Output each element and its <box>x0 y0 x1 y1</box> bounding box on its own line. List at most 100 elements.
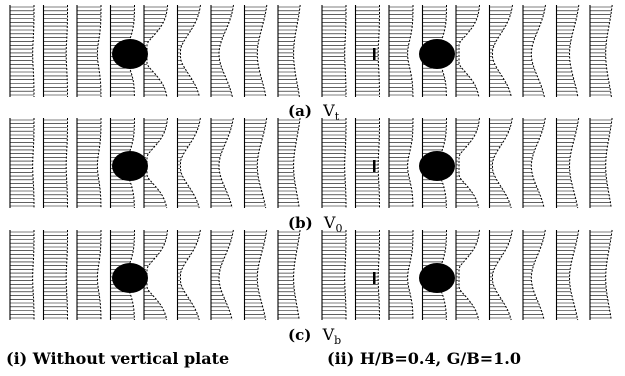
panel-b-ii <box>321 117 613 209</box>
profile-curve <box>218 229 234 321</box>
cylinder <box>419 151 455 181</box>
row-label-a: (a) Vt <box>288 101 339 123</box>
velocity-profile <box>522 229 546 321</box>
row-variable: V0 <box>323 213 343 236</box>
profile-curve <box>344 5 347 97</box>
profile-curve <box>96 230 102 321</box>
velocity-profile <box>176 229 201 321</box>
velocity-profile <box>488 117 513 209</box>
velocity-profile <box>176 4 201 98</box>
profile-curve <box>32 5 35 97</box>
profile-curve <box>530 117 546 209</box>
row-letter: (b) <box>288 214 313 232</box>
velocity-profile <box>321 5 347 97</box>
cylinder <box>419 263 455 293</box>
velocity-profile <box>522 117 546 209</box>
velocity-profile <box>243 229 268 321</box>
profile-curve <box>65 5 68 97</box>
profile-curve <box>96 5 102 98</box>
profile-curve <box>218 117 234 209</box>
row-variable: Vt <box>323 101 340 124</box>
cylinder <box>112 263 148 293</box>
vertical-plate <box>373 272 376 284</box>
velocity-profile <box>42 5 68 97</box>
velocity-profile <box>455 4 480 98</box>
panel-a-ii <box>321 4 613 98</box>
cylinder <box>112 39 148 69</box>
profile-curve <box>605 229 613 321</box>
velocity-profile <box>354 230 380 320</box>
velocity-profile <box>210 229 234 321</box>
profile-curve <box>180 229 201 321</box>
profile-curve <box>377 230 380 320</box>
profile-curve <box>32 230 35 320</box>
profile-curve <box>568 4 580 98</box>
velocity-profile <box>388 5 414 98</box>
row-letter: (a) <box>288 102 312 120</box>
profile-curve <box>530 229 546 321</box>
profile-curve <box>530 4 546 98</box>
velocity-profile <box>555 229 580 321</box>
profile-curve <box>458 4 480 98</box>
vertical-plate <box>373 48 376 60</box>
profile-curve <box>32 118 35 208</box>
profile-curve <box>407 230 414 320</box>
profile-curve <box>65 118 68 208</box>
column-caption-ii: (ii) H/B=0.4, G/B=1.0 <box>327 349 522 368</box>
profile-curve <box>293 4 301 98</box>
velocity-profile <box>555 117 580 209</box>
profile-curve <box>256 4 268 98</box>
velocity-profile <box>589 4 613 98</box>
velocity-profile <box>455 117 480 209</box>
velocity-profile <box>388 118 414 208</box>
profile-curve <box>256 117 268 209</box>
velocity-profile <box>42 230 68 320</box>
velocity-profile <box>354 5 380 97</box>
velocity-profile <box>277 117 301 209</box>
profile-curve <box>377 118 380 208</box>
profile-curve <box>605 4 613 98</box>
profile-curve <box>605 117 613 209</box>
velocity-profile <box>488 4 513 98</box>
panel-c-i <box>9 229 301 321</box>
cylinder <box>419 39 455 69</box>
cylinder <box>112 151 148 181</box>
velocity-profile <box>589 117 613 209</box>
velocity-profile <box>9 5 35 97</box>
velocity-profile <box>210 4 234 98</box>
row-label-b: (b) V0 <box>288 213 342 235</box>
profile-curve <box>96 118 102 209</box>
panel-a-i <box>9 4 301 98</box>
profile-curve <box>492 229 513 321</box>
panel-c-ii <box>321 229 613 321</box>
velocity-profile <box>42 118 68 208</box>
profile-curve <box>407 5 414 98</box>
panel-b-i <box>9 117 301 209</box>
profile-curve <box>568 229 580 321</box>
profile-curve <box>218 4 234 98</box>
profile-curve <box>407 118 414 208</box>
profile-curve <box>146 229 168 321</box>
profile-curve <box>180 117 201 209</box>
profile-curve <box>146 4 169 98</box>
profile-curve <box>344 118 347 208</box>
row-letter: (c) <box>288 326 312 344</box>
profile-curve <box>377 5 380 97</box>
row-variable: Vb <box>322 325 342 348</box>
profile-curve <box>180 4 201 98</box>
velocity-profile <box>243 117 268 209</box>
velocity-profile <box>277 4 301 98</box>
profile-curve <box>293 117 301 209</box>
profile-curve <box>458 117 480 209</box>
velocity-profile <box>354 118 380 208</box>
profile-curve <box>256 229 268 321</box>
profile-curve <box>146 117 168 209</box>
profile-curve <box>458 229 480 321</box>
velocity-profile <box>321 230 347 320</box>
profile-curve <box>492 117 513 209</box>
velocity-profile <box>522 4 546 98</box>
velocity-profile <box>321 118 347 208</box>
velocity-profile <box>455 229 480 321</box>
velocity-profile <box>210 117 234 209</box>
